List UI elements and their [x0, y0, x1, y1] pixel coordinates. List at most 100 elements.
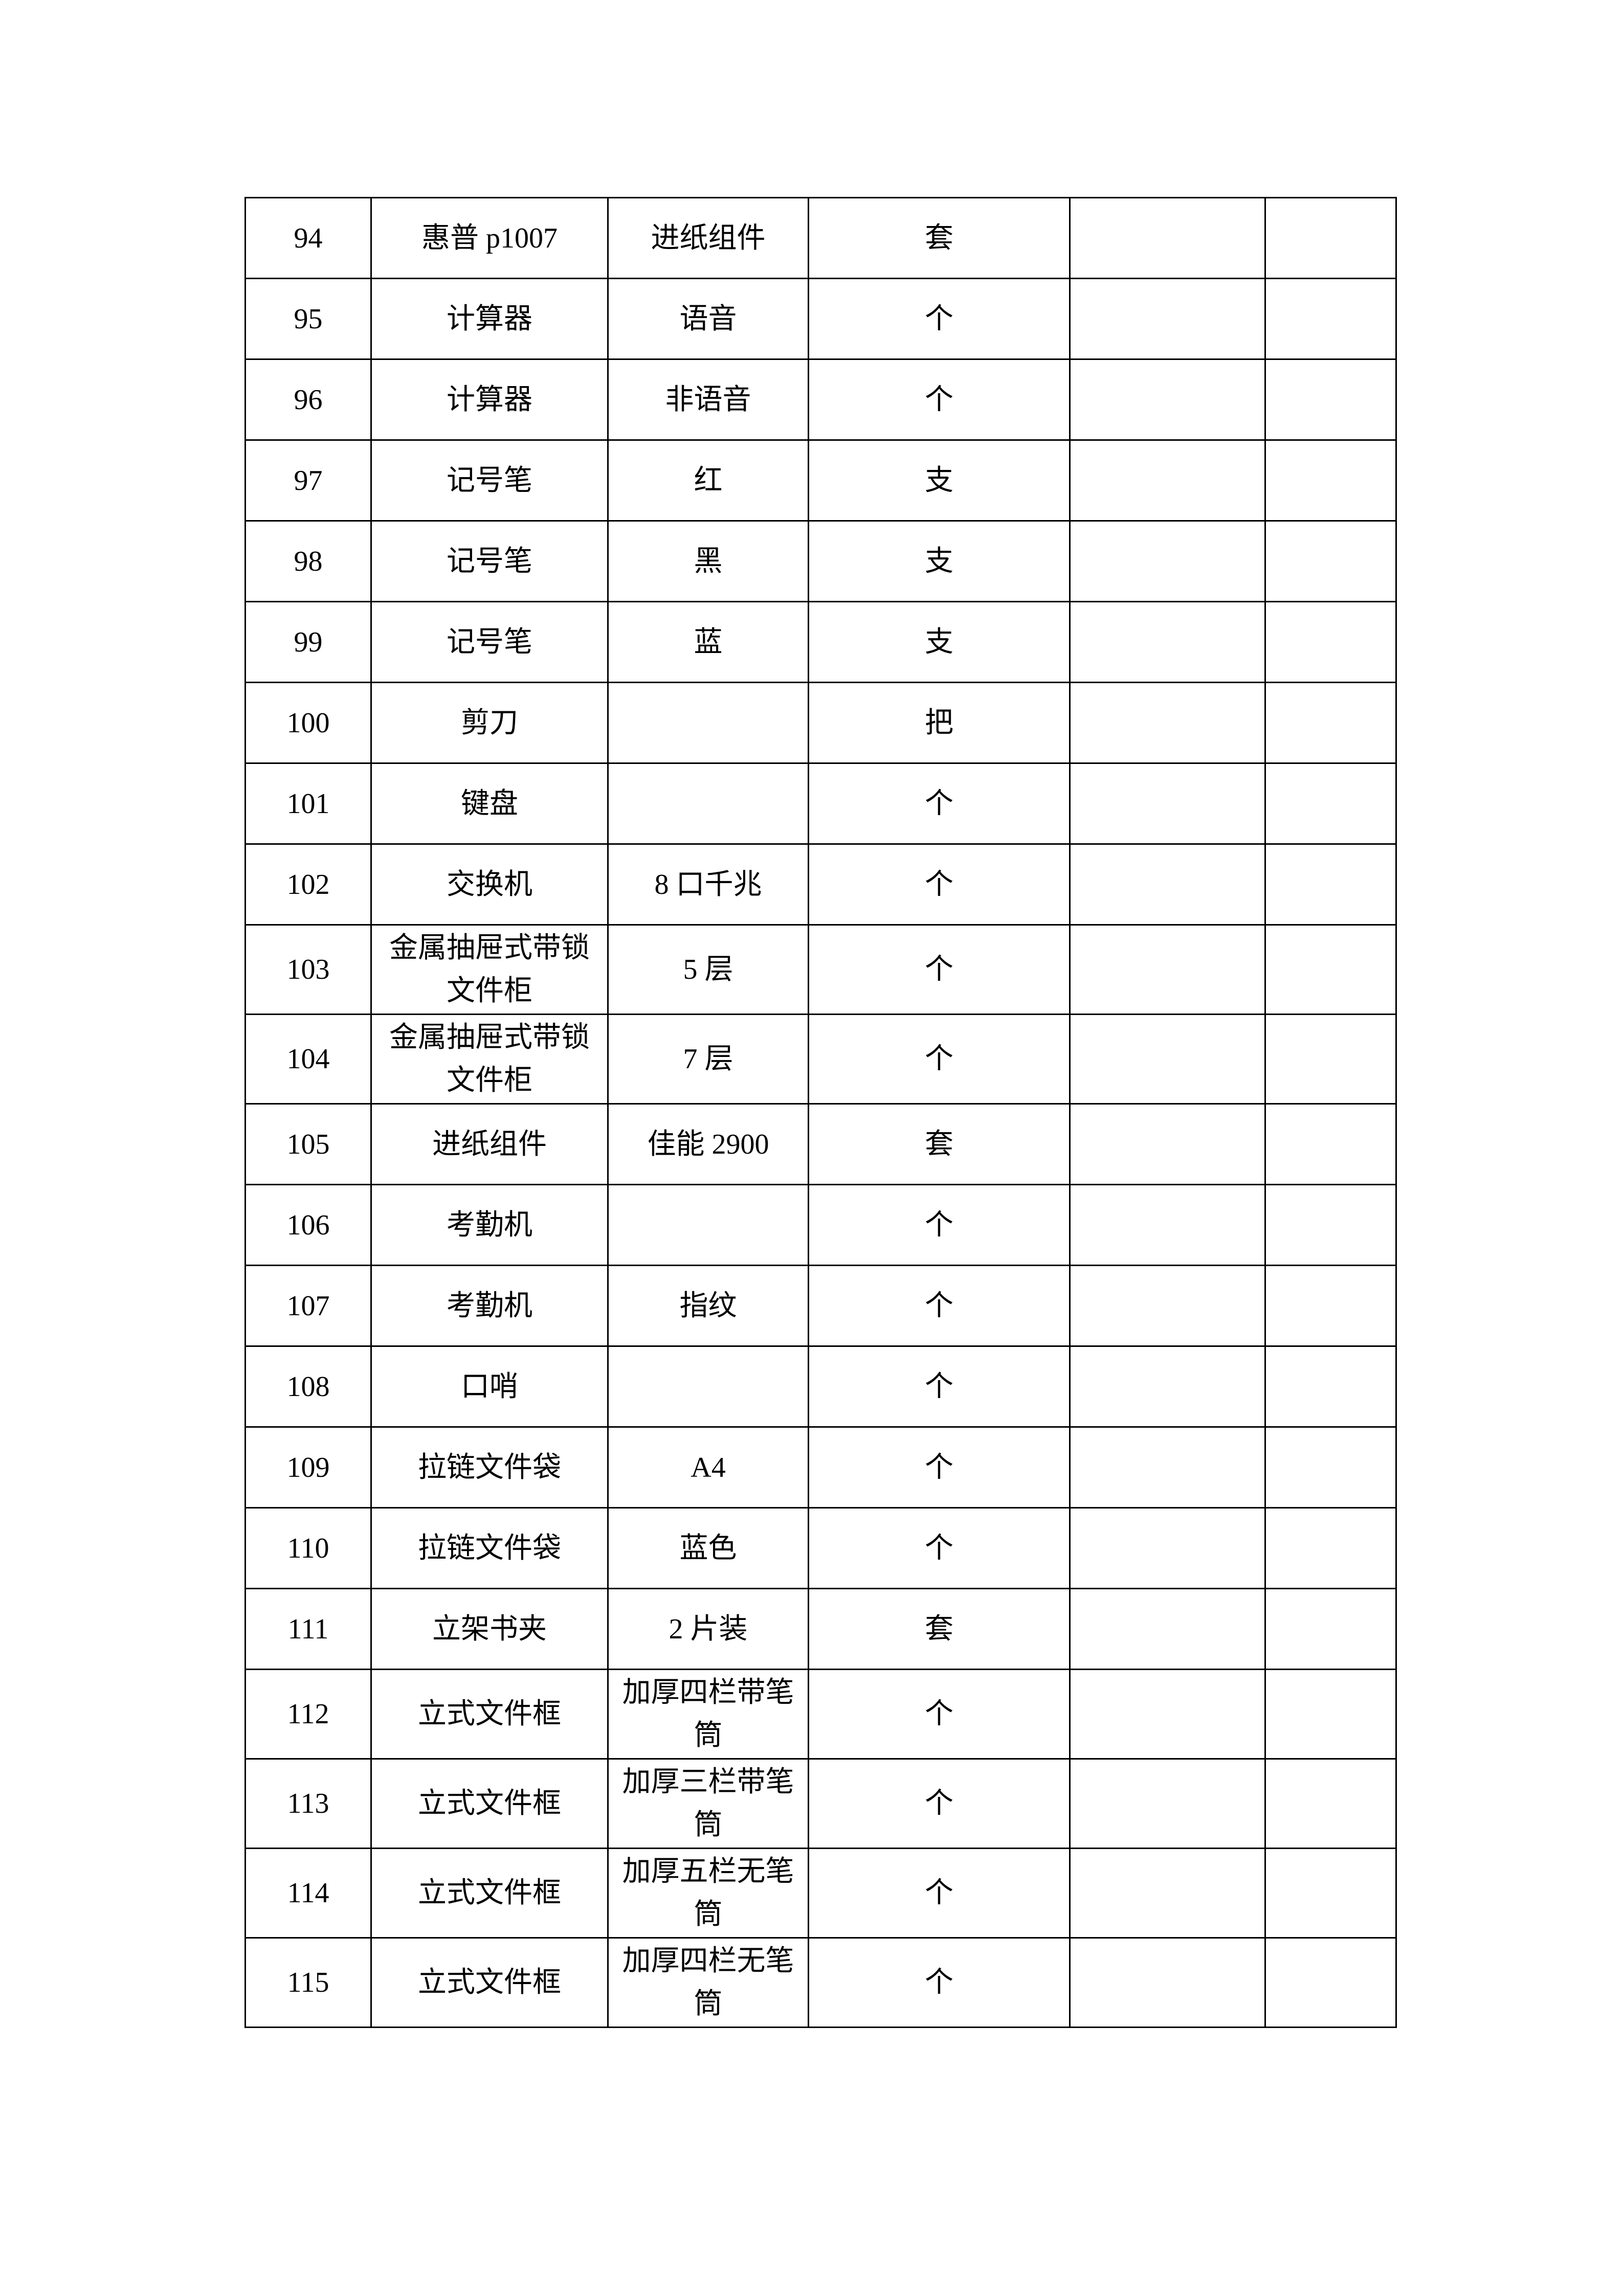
empty-cell [1264, 358, 1397, 441]
empty-cell [1069, 439, 1266, 522]
item-unit-cell: 个 [808, 278, 1071, 360]
empty-cell [1069, 1103, 1266, 1185]
empty-cell [1264, 1848, 1397, 1939]
item-spec-cell: 非语音 [607, 358, 809, 441]
items-table-body: 94 惠普 p1007 进纸组件套 95 计算器 语音个 96 计算器 非语音个 97 记号笔红支 9… [244, 197, 1397, 2028]
table-row: 109 拉链文件袋 A4 个 [244, 1426, 1397, 1509]
empty-cell [1069, 1507, 1266, 1589]
empty-cell [1069, 1345, 1266, 1428]
empty-cell [1069, 762, 1266, 845]
empty-cell [1069, 1848, 1266, 1939]
item-unit-cell: 个 [808, 843, 1071, 926]
item-unit-cell: 把 [808, 682, 1071, 764]
empty-cell [1264, 1184, 1397, 1266]
item-name-cell: 金属抽屉式带锁文件柜 [370, 924, 609, 1015]
empty-cell [1264, 1588, 1397, 1670]
item-name-cell: 计算器 [370, 358, 609, 441]
item-unit-cell: 套 [808, 197, 1071, 279]
item-spec-cell [607, 762, 809, 845]
empty-cell [1264, 520, 1397, 602]
item-name-cell: 立式文件框 [370, 1848, 609, 1939]
empty-cell [1264, 278, 1397, 360]
item-name-cell: 记号笔 [370, 601, 609, 683]
row-number-cell: 112 [244, 1669, 372, 1760]
item-name-cell: 拉链文件袋 [370, 1507, 609, 1589]
empty-cell [1264, 1758, 1397, 1849]
row-number-cell: 104 [244, 1014, 372, 1105]
empty-cell [1069, 197, 1266, 279]
item-spec-cell: 加厚四栏带笔筒 [607, 1669, 809, 1760]
item-unit-cell: 个 [808, 358, 1071, 441]
item-spec-cell: 加厚五栏无笔筒 [607, 1848, 809, 1939]
item-name-cell: 口哨 [370, 1345, 609, 1428]
item-name-cell: 惠普 p1007 [370, 197, 609, 279]
empty-cell [1264, 1345, 1397, 1428]
item-unit-cell: 个 [808, 924, 1071, 1015]
table-row: 104 金属抽屉式带锁文件柜 7 层个 [244, 1014, 1397, 1105]
item-unit-cell: 套 [808, 1103, 1071, 1185]
row-number-cell: 102 [244, 843, 372, 926]
row-number-cell: 98 [244, 520, 372, 602]
item-name-cell: 考勤机 [370, 1265, 609, 1347]
empty-cell [1264, 601, 1397, 683]
item-name-cell: 键盘 [370, 762, 609, 845]
table-row: 100 剪刀 把 [244, 682, 1397, 764]
item-unit-cell: 个 [808, 1184, 1071, 1266]
empty-cell [1264, 197, 1397, 279]
item-spec-cell: 红 [607, 439, 809, 522]
empty-cell [1069, 1265, 1266, 1347]
empty-cell [1069, 682, 1266, 764]
empty-cell [1069, 843, 1266, 926]
table-row: 103 金属抽屉式带锁文件柜 5 层个 [244, 924, 1397, 1015]
empty-cell [1069, 1937, 1266, 2028]
item-name-cell: 进纸组件 [370, 1103, 609, 1185]
item-name-cell: 立架书夹 [370, 1588, 609, 1670]
empty-cell [1069, 1014, 1266, 1105]
row-number-cell: 115 [244, 1937, 372, 2028]
item-spec-cell: 5 层 [607, 924, 809, 1015]
empty-cell [1264, 1937, 1397, 2028]
item-name-cell: 立式文件框 [370, 1937, 609, 2028]
item-spec-cell: 蓝色 [607, 1507, 809, 1589]
item-spec-cell: 进纸组件 [607, 197, 809, 279]
row-number-cell: 100 [244, 682, 372, 764]
empty-cell [1264, 924, 1397, 1015]
item-spec-cell: A4 [607, 1426, 809, 1509]
item-spec-cell: 语音 [607, 278, 809, 360]
item-unit-cell: 个 [808, 1426, 1071, 1509]
empty-cell [1069, 601, 1266, 683]
item-unit-cell: 个 [808, 1345, 1071, 1428]
row-number-cell: 110 [244, 1507, 372, 1589]
item-spec-cell: 加厚三栏带笔筒 [607, 1758, 809, 1849]
item-spec-cell: 黑 [607, 520, 809, 602]
empty-cell [1069, 1184, 1266, 1266]
empty-cell [1069, 924, 1266, 1015]
item-unit-cell: 支 [808, 520, 1071, 602]
row-number-cell: 94 [244, 197, 372, 279]
table-row: 106 考勤机 个 [244, 1184, 1397, 1266]
item-name-cell: 记号笔 [370, 520, 609, 602]
table-row: 94 惠普 p1007 进纸组件套 [244, 197, 1397, 279]
row-number-cell: 95 [244, 278, 372, 360]
table-row: 98 记号笔黑支 [244, 520, 1397, 602]
item-spec-cell: 加厚四栏无笔筒 [607, 1937, 809, 2028]
item-spec-cell: 蓝 [607, 601, 809, 683]
item-unit-cell: 套 [808, 1588, 1071, 1670]
empty-cell [1264, 682, 1397, 764]
item-spec-cell: 7 层 [607, 1014, 809, 1105]
item-spec-cell [607, 1184, 809, 1266]
item-spec-cell: 8 口千兆 [607, 843, 809, 926]
table-row: 111 立架书夹 2 片装套 [244, 1588, 1397, 1670]
empty-cell [1069, 1669, 1266, 1760]
empty-cell [1069, 278, 1266, 360]
empty-cell [1264, 1014, 1397, 1105]
item-name-cell: 拉链文件袋 [370, 1426, 609, 1509]
table-row: 97 记号笔红支 [244, 439, 1397, 522]
table-row: 105 进纸组件 佳能 2900 套 [244, 1103, 1397, 1185]
row-number-cell: 105 [244, 1103, 372, 1185]
table-row: 110 拉链文件袋 蓝色个 [244, 1507, 1397, 1589]
table-row: 108 口哨 个 [244, 1345, 1397, 1428]
item-unit-cell: 个 [808, 762, 1071, 845]
row-number-cell: 113 [244, 1758, 372, 1849]
row-number-cell: 111 [244, 1588, 372, 1670]
